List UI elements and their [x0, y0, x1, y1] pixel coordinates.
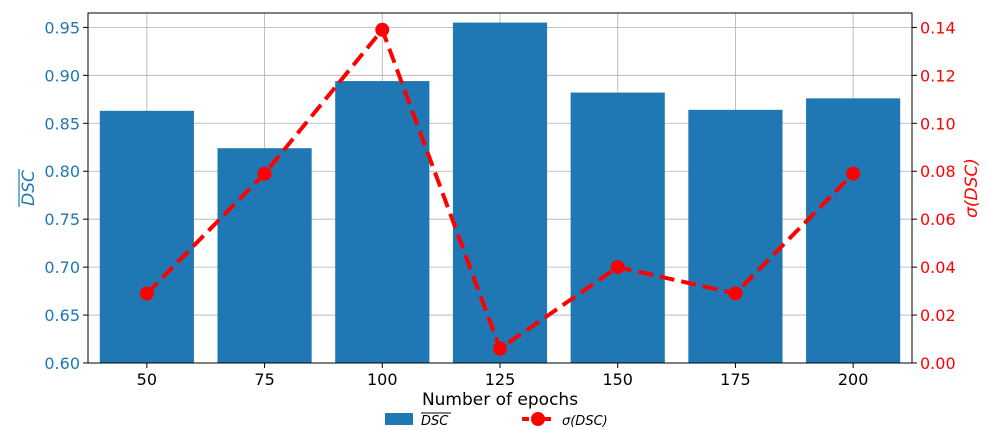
y-axis-right: 0.00 0.02 0.04 0.06 0.08 0.10 0.12 0.14 [912, 18, 956, 373]
bar [335, 81, 430, 364]
y-right-tick-label: 0.02 [920, 306, 956, 325]
bar [452, 22, 548, 363]
y-left-tick-label: 0.95 [44, 18, 80, 37]
data-point [139, 286, 154, 301]
y-axis-right-title: σ(DSC) [962, 158, 982, 218]
y-right-tick-label: 0.06 [920, 210, 956, 229]
x-tick-label: 125 [485, 370, 516, 389]
x-tick-label: 50 [137, 370, 157, 389]
y-right-tick-label: 0.00 [920, 354, 956, 373]
y-right-tick-label: 0.04 [920, 258, 956, 277]
data-point [846, 166, 861, 181]
y-left-tick-label: 0.65 [44, 306, 80, 325]
legend-swatch-marker [531, 412, 545, 426]
y-right-tick-label: 0.14 [920, 18, 956, 37]
bar [99, 110, 194, 363]
data-point [493, 341, 507, 356]
bar [570, 92, 665, 363]
x-tick-label: 100 [367, 370, 398, 389]
y-axis-left-title: DSC [18, 169, 39, 207]
data-point [728, 286, 743, 301]
svg-text:DSC: DSC [19, 170, 39, 206]
legend-label-bar: DSC [421, 414, 449, 429]
x-axis-title: Number of epochs [422, 390, 578, 410]
y-left-tick-label: 0.70 [44, 258, 80, 277]
data-point [375, 22, 390, 37]
data-point [610, 260, 625, 275]
y-left-tick-label: 0.85 [44, 114, 80, 133]
legend: DSC σ(DSC) [385, 412, 608, 429]
y-axis-left: 0.60 0.65 0.70 0.75 0.80 0.85 0.90 0.95 [44, 18, 88, 373]
line-series [139, 22, 861, 356]
y-right-tick-label: 0.10 [920, 114, 956, 133]
legend-swatch-bar [385, 413, 413, 425]
bar-series [99, 22, 901, 364]
x-tick-label: 150 [602, 370, 633, 389]
x-tick-label: 200 [838, 370, 869, 389]
data-point [257, 166, 272, 181]
y-left-tick-label: 0.90 [44, 66, 80, 85]
legend-label-line: σ(DSC) [562, 414, 608, 429]
bar [688, 109, 783, 364]
x-axis: 50 75 100 125 150 175 200 [137, 363, 869, 389]
x-tick-label: 75 [254, 370, 274, 389]
x-tick-label: 175 [720, 370, 751, 389]
y-left-tick-label: 0.60 [44, 354, 80, 373]
y-right-tick-label: 0.08 [920, 162, 956, 181]
bar [217, 148, 312, 363]
y-right-tick-label: 0.12 [920, 66, 956, 85]
bar [806, 98, 901, 363]
y-left-tick-label: 0.75 [44, 210, 80, 229]
y-left-tick-label: 0.80 [44, 162, 80, 181]
